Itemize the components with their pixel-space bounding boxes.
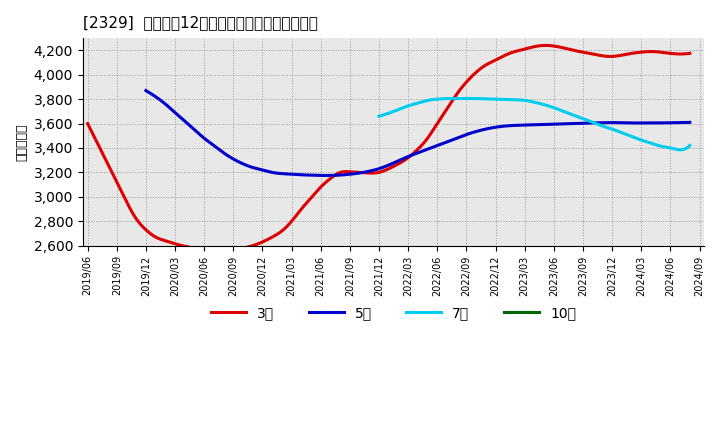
5年 xyxy=(142,88,150,93)
3年 xyxy=(156,236,164,242)
Line: 5年: 5年 xyxy=(146,91,690,176)
3年 xyxy=(541,43,549,48)
3年 xyxy=(523,46,531,51)
Line: 7年: 7年 xyxy=(379,99,690,150)
7年 xyxy=(571,113,580,118)
7年 xyxy=(600,124,608,129)
5年 xyxy=(485,126,494,131)
3年 xyxy=(220,247,229,252)
5年 xyxy=(207,141,216,146)
5年 xyxy=(685,120,694,125)
5年 xyxy=(322,173,330,178)
Legend: 3年, 5年, 7年, 10年: 3年, 5年, 7年, 10年 xyxy=(206,301,582,326)
3年 xyxy=(323,178,332,183)
5年 xyxy=(319,173,328,178)
3年 xyxy=(464,78,472,83)
7年 xyxy=(477,96,485,101)
5年 xyxy=(539,122,547,127)
3年 xyxy=(281,225,289,231)
7年 xyxy=(446,96,455,101)
3年 xyxy=(685,51,694,56)
Line: 3年: 3年 xyxy=(88,45,690,249)
7年 xyxy=(374,114,383,119)
Text: [2329]  経常利益12か月移動合計の平均値の推移: [2329] 経常利益12か月移動合計の平均値の推移 xyxy=(83,15,318,30)
7年 xyxy=(685,143,694,148)
Y-axis label: （百万円）: （百万円） xyxy=(15,123,28,161)
5年 xyxy=(536,122,544,127)
3年 xyxy=(84,121,92,126)
7年 xyxy=(601,125,610,130)
7年 xyxy=(676,147,685,152)
3年 xyxy=(519,47,528,52)
5年 xyxy=(359,170,367,175)
7年 xyxy=(412,101,420,106)
7年 xyxy=(498,97,507,102)
